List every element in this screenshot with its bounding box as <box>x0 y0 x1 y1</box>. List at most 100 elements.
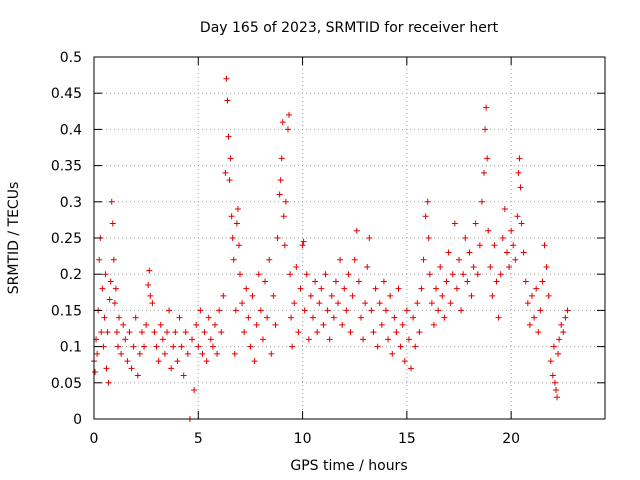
data-point <box>136 350 143 357</box>
data-point <box>447 300 454 307</box>
grid-lines <box>94 57 605 419</box>
data-point <box>324 307 331 314</box>
data-point <box>320 321 327 328</box>
data-point <box>284 126 291 133</box>
data-point <box>184 350 191 357</box>
data-point <box>485 227 492 234</box>
data-point <box>562 314 569 321</box>
y-tick-label: 0 <box>73 412 82 428</box>
data-point <box>230 256 237 263</box>
data-point <box>522 278 529 285</box>
data-point <box>197 307 204 314</box>
data-point <box>322 271 329 278</box>
data-point <box>481 169 488 176</box>
data-point <box>145 282 152 289</box>
data-point <box>416 329 423 336</box>
data-point <box>374 343 381 350</box>
data-point <box>94 350 101 357</box>
data-point <box>297 285 304 292</box>
data-point <box>166 307 173 314</box>
data-point <box>178 343 185 350</box>
data-point <box>172 329 179 336</box>
data-point <box>326 336 333 343</box>
data-point <box>278 155 285 162</box>
data-point <box>276 191 283 198</box>
data-point <box>558 321 565 328</box>
data-point <box>353 227 360 234</box>
data-point <box>157 321 164 328</box>
data-point <box>362 300 369 307</box>
data-point <box>249 292 256 299</box>
data-point <box>366 235 373 241</box>
data-point <box>239 300 246 307</box>
data-point <box>218 329 225 336</box>
data-point <box>330 314 337 321</box>
data-point <box>418 285 425 292</box>
data-point <box>403 307 410 314</box>
data-point <box>425 235 432 241</box>
data-point <box>520 249 527 256</box>
data-point <box>282 198 289 205</box>
data-point <box>303 271 310 278</box>
data-point <box>108 198 115 205</box>
data-point <box>153 343 160 350</box>
data-point <box>357 314 364 321</box>
data-point <box>300 238 307 245</box>
data-point <box>266 256 273 263</box>
data-point <box>487 263 494 270</box>
data-point <box>401 358 408 365</box>
data-point <box>547 358 554 365</box>
data-point <box>170 343 177 350</box>
y-tick-label: 0.25 <box>51 231 82 247</box>
data-point <box>514 213 521 220</box>
data-point <box>180 372 187 379</box>
data-point <box>422 213 429 220</box>
data-point <box>122 336 129 343</box>
data-point <box>312 278 319 285</box>
data-point <box>543 263 550 270</box>
data-point <box>111 300 118 307</box>
data-point <box>372 285 379 292</box>
data-point <box>483 104 490 111</box>
data-point <box>259 336 266 343</box>
data-point <box>264 314 271 321</box>
data-point <box>107 278 114 285</box>
data-point <box>255 271 262 278</box>
data-point <box>391 314 398 321</box>
data-point <box>104 329 111 336</box>
data-point <box>552 387 559 394</box>
data-points <box>91 75 571 422</box>
data-point <box>235 242 242 249</box>
data-point <box>96 256 103 263</box>
data-point <box>484 155 491 162</box>
data-point <box>539 278 546 285</box>
data-point <box>112 285 119 292</box>
data-point <box>291 300 298 307</box>
x-axis-label: GPS time / hours <box>290 458 407 474</box>
data-point <box>462 235 469 241</box>
data-point <box>228 213 235 220</box>
y-tick-label: 0.35 <box>51 159 82 175</box>
data-point <box>335 300 342 307</box>
data-point <box>337 256 344 263</box>
data-point <box>318 285 325 292</box>
data-point <box>383 307 389 314</box>
data-point <box>214 350 221 357</box>
data-point <box>495 314 502 321</box>
data-point <box>535 329 542 336</box>
data-point <box>399 321 406 328</box>
data-point <box>435 307 442 314</box>
data-point <box>351 256 358 263</box>
data-point <box>253 321 260 328</box>
y-tick-label: 0.4 <box>60 122 82 138</box>
data-point <box>223 75 230 82</box>
data-point <box>209 343 216 350</box>
y-tick-label: 0.2 <box>60 267 82 283</box>
data-point <box>233 220 240 227</box>
data-point <box>130 343 137 350</box>
data-point <box>489 292 496 299</box>
data-point <box>247 343 254 350</box>
data-point <box>512 256 519 263</box>
data-point <box>376 300 383 307</box>
data-point <box>272 321 279 328</box>
